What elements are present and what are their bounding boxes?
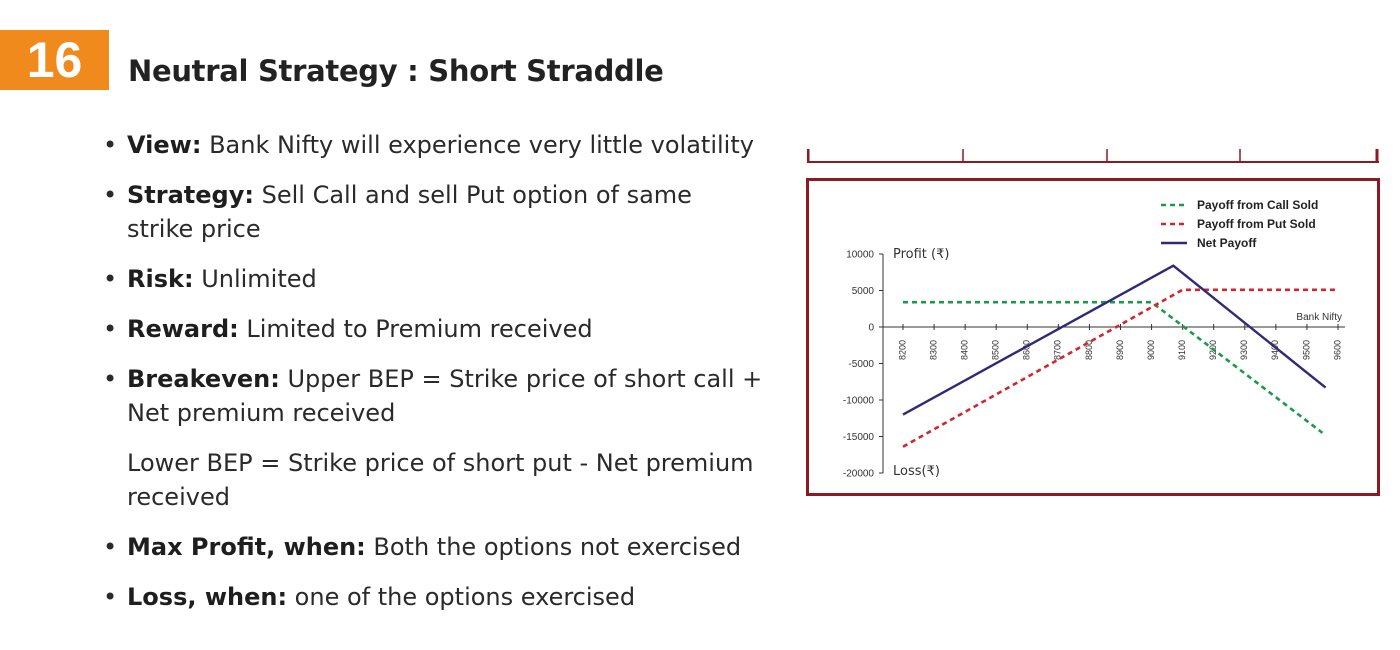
x-tick-label: 9600 xyxy=(1332,340,1342,360)
point-label: View: xyxy=(127,131,202,159)
y-tick-label: -20000 xyxy=(843,469,875,480)
point-text: Unlimited xyxy=(193,265,317,293)
point-label: Breakeven: xyxy=(127,365,280,393)
x-tick-label: 8500 xyxy=(991,340,1001,360)
point-label: Strategy: xyxy=(127,181,254,209)
y-tick-label: -10000 xyxy=(843,396,875,407)
y-axis-title-profit: Profit (₹) xyxy=(893,247,949,262)
point-text: Both the options not exercised xyxy=(365,533,742,561)
series-line-0 xyxy=(903,300,1324,434)
point-risk: • Risk: Unlimited xyxy=(103,265,317,293)
point-text: Upper BEP = Strike price of short call +… xyxy=(127,365,763,427)
point-strategy: • Strategy: Sell Call and sell Put option… xyxy=(103,181,692,243)
y-tick-label: 10000 xyxy=(846,250,874,261)
point-label: Reward: xyxy=(127,315,239,343)
page-title: Neutral Strategy : Short Straddle xyxy=(128,54,664,88)
payoff-chart: 10000 5000 0 -5000 -10000 -15000 -20000 8200 830… xyxy=(806,178,1380,496)
point-breakeven: • Breakeven: Upper BEP = Strike price of … xyxy=(103,365,763,427)
y-axis-title-loss: Loss(₹) xyxy=(893,464,940,479)
legend-label: Payoff from Call Sold xyxy=(1197,198,1318,212)
legend-label: Net Payoff xyxy=(1197,236,1257,250)
x-tick-label: 9400 xyxy=(1270,340,1280,360)
point-text: one of the options exercised xyxy=(287,583,636,611)
point-label: Max Profit, when: xyxy=(127,533,366,561)
point-text: Limited to Premium received xyxy=(238,315,593,343)
y-tick-label: -5000 xyxy=(848,359,874,370)
x-tick-label: 8800 xyxy=(1084,340,1094,360)
x-axis-title: Bank Nifty xyxy=(1296,312,1342,323)
section-number-badge: 16 xyxy=(0,30,109,90)
x-tick-label: 8300 xyxy=(928,340,938,360)
point-reward: • Reward: Limited to Premium received xyxy=(103,315,593,343)
cropped-table-remnant xyxy=(807,135,1379,163)
point-loss: • Loss, when: one of the options exercise… xyxy=(103,583,636,611)
point-max-profit: • Max Profit, when: Both the options not … xyxy=(103,533,742,561)
x-tick-label: 9000 xyxy=(1146,340,1156,360)
series-line-2 xyxy=(902,264,1327,416)
lower-bep-text: Lower BEP = Strike price of short put - … xyxy=(127,449,754,511)
point-text: Bank Nifty will experience very little v… xyxy=(201,131,754,159)
x-tick-label: 8200 xyxy=(897,340,907,360)
y-tick-label: 5000 xyxy=(852,286,875,297)
point-label: Risk: xyxy=(127,265,194,293)
y-tick-label: 0 xyxy=(868,323,874,334)
y-tick-label: -15000 xyxy=(843,432,875,443)
point-label: Loss, when: xyxy=(127,583,288,611)
point-text: Sell Call and sell Put option of same st… xyxy=(127,181,692,243)
legend-label: Payoff from Put Sold xyxy=(1197,217,1316,231)
x-tick-label: 9300 xyxy=(1239,340,1249,360)
x-tick-label: 8600 xyxy=(1022,340,1032,360)
x-tick-label: 9500 xyxy=(1301,340,1311,360)
point-view: • View: Bank Nifty will experience very l… xyxy=(103,131,754,159)
strategy-details: • View: Bank Nifty will experience very l… xyxy=(103,128,763,630)
x-tick-label: 8400 xyxy=(960,340,970,360)
payoff-chart-svg: 10000 5000 0 -5000 -10000 -15000 -20000 8200 830… xyxy=(843,198,1345,480)
x-tick-label: 8700 xyxy=(1053,340,1063,360)
x-tick-label: 9100 xyxy=(1177,340,1187,360)
x-tick-label: 8900 xyxy=(1115,340,1125,360)
series-line-1 xyxy=(902,288,1338,448)
